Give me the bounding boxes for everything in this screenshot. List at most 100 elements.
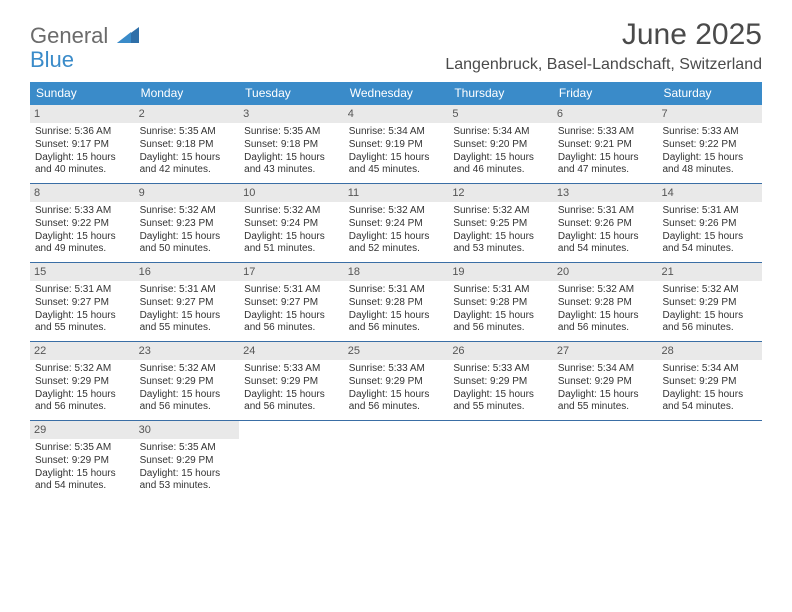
daylight-text: and 56 minutes. xyxy=(244,401,339,414)
daylight-text: Daylight: 15 hours xyxy=(453,310,548,323)
sunrise-text: Sunrise: 5:34 AM xyxy=(662,363,757,376)
day-number: 5 xyxy=(448,105,553,123)
day-cell: 25Sunrise: 5:33 AMSunset: 9:29 PMDayligh… xyxy=(344,342,449,420)
day-number: 8 xyxy=(30,184,135,202)
daylight-text: Daylight: 15 hours xyxy=(35,310,130,323)
sunrise-text: Sunrise: 5:36 AM xyxy=(35,126,130,139)
day-cell: 27Sunrise: 5:34 AMSunset: 9:29 PMDayligh… xyxy=(553,342,658,420)
day-cell: 17Sunrise: 5:31 AMSunset: 9:27 PMDayligh… xyxy=(239,263,344,341)
sunset-text: Sunset: 9:29 PM xyxy=(662,297,757,310)
sunrise-text: Sunrise: 5:32 AM xyxy=(662,284,757,297)
day-header: Friday xyxy=(553,82,658,105)
week-row: 15Sunrise: 5:31 AMSunset: 9:27 PMDayligh… xyxy=(30,262,762,341)
daylight-text: and 53 minutes. xyxy=(140,480,235,493)
sunset-text: Sunset: 9:25 PM xyxy=(453,218,548,231)
daylight-text: and 54 minutes. xyxy=(662,243,757,256)
daylight-text: Daylight: 15 hours xyxy=(662,152,757,165)
day-number: 29 xyxy=(30,421,135,439)
day-number: 9 xyxy=(135,184,240,202)
sunrise-text: Sunrise: 5:31 AM xyxy=(140,284,235,297)
daylight-text: and 56 minutes. xyxy=(662,322,757,335)
daylight-text: Daylight: 15 hours xyxy=(558,152,653,165)
daylight-text: and 56 minutes. xyxy=(558,322,653,335)
day-cell: 12Sunrise: 5:32 AMSunset: 9:25 PMDayligh… xyxy=(448,184,553,262)
sunset-text: Sunset: 9:21 PM xyxy=(558,139,653,152)
day-cell: 13Sunrise: 5:31 AMSunset: 9:26 PMDayligh… xyxy=(553,184,658,262)
daylight-text: and 50 minutes. xyxy=(140,243,235,256)
sunset-text: Sunset: 9:20 PM xyxy=(453,139,548,152)
calendar-grid: Sunday Monday Tuesday Wednesday Thursday… xyxy=(30,82,762,499)
day-cell: 1Sunrise: 5:36 AMSunset: 9:17 PMDaylight… xyxy=(30,105,135,183)
day-cell: 9Sunrise: 5:32 AMSunset: 9:23 PMDaylight… xyxy=(135,184,240,262)
sunrise-text: Sunrise: 5:33 AM xyxy=(453,363,548,376)
day-cell: . xyxy=(448,421,553,499)
daylight-text: Daylight: 15 hours xyxy=(140,152,235,165)
sunrise-text: Sunrise: 5:32 AM xyxy=(349,205,444,218)
daylight-text: and 42 minutes. xyxy=(140,164,235,177)
daylight-text: and 48 minutes. xyxy=(662,164,757,177)
sunrise-text: Sunrise: 5:31 AM xyxy=(35,284,130,297)
sunset-text: Sunset: 9:19 PM xyxy=(349,139,444,152)
daylight-text: Daylight: 15 hours xyxy=(349,152,444,165)
daylight-text: and 56 minutes. xyxy=(349,401,444,414)
sunrise-text: Sunrise: 5:33 AM xyxy=(349,363,444,376)
day-number: 3 xyxy=(239,105,344,123)
sunset-text: Sunset: 9:29 PM xyxy=(35,376,130,389)
logo-text-block: General Blue xyxy=(30,24,139,72)
sunrise-text: Sunrise: 5:33 AM xyxy=(662,126,757,139)
daylight-text: Daylight: 15 hours xyxy=(35,231,130,244)
daylight-text: Daylight: 15 hours xyxy=(35,152,130,165)
daylight-text: Daylight: 15 hours xyxy=(453,152,548,165)
sunset-text: Sunset: 9:18 PM xyxy=(140,139,235,152)
daylight-text: and 40 minutes. xyxy=(35,164,130,177)
daylight-text: Daylight: 15 hours xyxy=(662,231,757,244)
daylight-text: and 55 minutes. xyxy=(453,401,548,414)
day-cell: . xyxy=(657,421,762,499)
sunset-text: Sunset: 9:29 PM xyxy=(35,455,130,468)
sunset-text: Sunset: 9:24 PM xyxy=(244,218,339,231)
day-number: 19 xyxy=(448,263,553,281)
sunset-text: Sunset: 9:28 PM xyxy=(558,297,653,310)
day-cell: 11Sunrise: 5:32 AMSunset: 9:24 PMDayligh… xyxy=(344,184,449,262)
sunrise-text: Sunrise: 5:32 AM xyxy=(453,205,548,218)
day-header: Tuesday xyxy=(239,82,344,105)
sunrise-text: Sunrise: 5:32 AM xyxy=(140,363,235,376)
day-cell: 6Sunrise: 5:33 AMSunset: 9:21 PMDaylight… xyxy=(553,105,658,183)
sunrise-text: Sunrise: 5:35 AM xyxy=(35,442,130,455)
daylight-text: Daylight: 15 hours xyxy=(558,310,653,323)
day-number: 24 xyxy=(239,342,344,360)
daylight-text: and 51 minutes. xyxy=(244,243,339,256)
day-cell: 28Sunrise: 5:34 AMSunset: 9:29 PMDayligh… xyxy=(657,342,762,420)
day-cell: 14Sunrise: 5:31 AMSunset: 9:26 PMDayligh… xyxy=(657,184,762,262)
sunrise-text: Sunrise: 5:32 AM xyxy=(35,363,130,376)
day-number: 23 xyxy=(135,342,240,360)
location-subtitle: Langenbruck, Basel-Landschaft, Switzerla… xyxy=(445,56,762,74)
daylight-text: Daylight: 15 hours xyxy=(349,310,444,323)
daylight-text: and 55 minutes. xyxy=(558,401,653,414)
daylight-text: and 55 minutes. xyxy=(140,322,235,335)
day-number: 6 xyxy=(553,105,658,123)
daylight-text: Daylight: 15 hours xyxy=(558,389,653,402)
day-cell: 10Sunrise: 5:32 AMSunset: 9:24 PMDayligh… xyxy=(239,184,344,262)
daylight-text: Daylight: 15 hours xyxy=(349,231,444,244)
day-cell: 19Sunrise: 5:31 AMSunset: 9:28 PMDayligh… xyxy=(448,263,553,341)
day-number: 30 xyxy=(135,421,240,439)
daylight-text: Daylight: 15 hours xyxy=(453,389,548,402)
daylight-text: Daylight: 15 hours xyxy=(349,389,444,402)
sunset-text: Sunset: 9:17 PM xyxy=(35,139,130,152)
sunset-text: Sunset: 9:26 PM xyxy=(558,218,653,231)
day-cell: . xyxy=(344,421,449,499)
sunrise-text: Sunrise: 5:31 AM xyxy=(662,205,757,218)
daylight-text: Daylight: 15 hours xyxy=(244,231,339,244)
day-cell: 3Sunrise: 5:35 AMSunset: 9:18 PMDaylight… xyxy=(239,105,344,183)
daylight-text: and 46 minutes. xyxy=(453,164,548,177)
day-number: 20 xyxy=(553,263,658,281)
daylight-text: Daylight: 15 hours xyxy=(558,231,653,244)
day-number: 27 xyxy=(553,342,658,360)
logo-word-1: General xyxy=(30,23,108,48)
day-number: 16 xyxy=(135,263,240,281)
day-number: 25 xyxy=(344,342,449,360)
sunrise-text: Sunrise: 5:35 AM xyxy=(140,126,235,139)
daylight-text: and 52 minutes. xyxy=(349,243,444,256)
sunset-text: Sunset: 9:23 PM xyxy=(140,218,235,231)
